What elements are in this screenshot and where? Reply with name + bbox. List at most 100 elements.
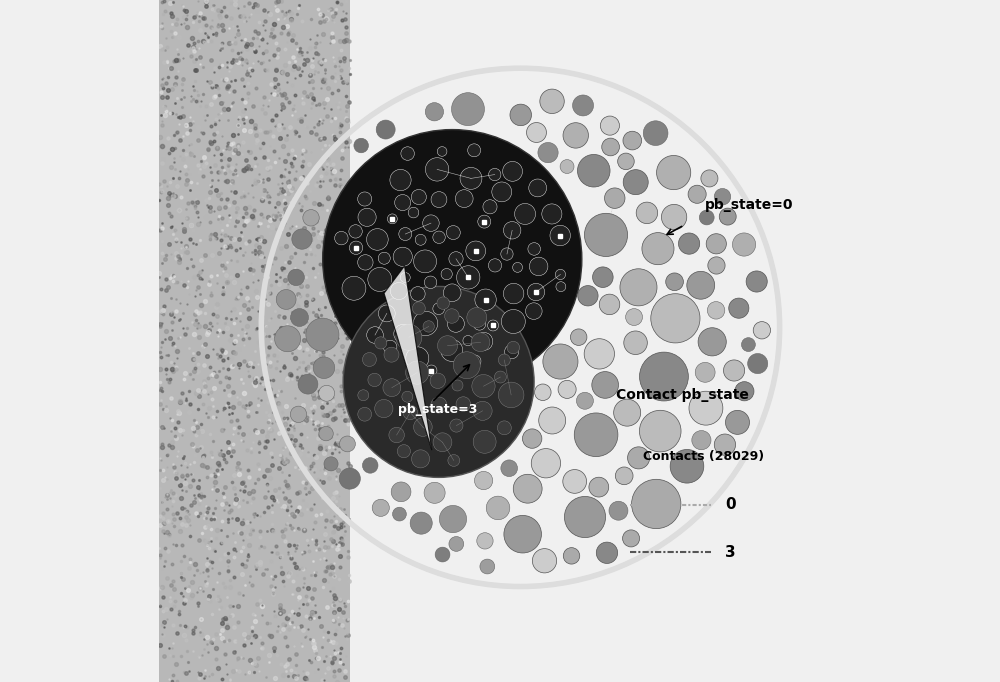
- Circle shape: [367, 228, 388, 250]
- Circle shape: [529, 179, 547, 197]
- Circle shape: [394, 325, 413, 343]
- Bar: [159, 0, 350, 682]
- Circle shape: [395, 194, 411, 211]
- Circle shape: [623, 170, 648, 194]
- Circle shape: [335, 231, 348, 245]
- Circle shape: [632, 479, 681, 529]
- Circle shape: [468, 144, 481, 157]
- Circle shape: [725, 411, 749, 434]
- Circle shape: [367, 327, 383, 343]
- Circle shape: [624, 331, 647, 355]
- Circle shape: [474, 471, 493, 490]
- Circle shape: [368, 267, 392, 291]
- Circle shape: [413, 311, 438, 336]
- Circle shape: [732, 233, 756, 256]
- Polygon shape: [384, 266, 432, 450]
- Circle shape: [437, 297, 449, 310]
- Circle shape: [473, 318, 486, 330]
- Circle shape: [735, 382, 754, 401]
- Circle shape: [415, 235, 426, 246]
- Circle shape: [358, 192, 372, 206]
- Circle shape: [620, 269, 657, 306]
- Circle shape: [475, 332, 493, 351]
- Circle shape: [729, 298, 749, 318]
- Circle shape: [527, 123, 546, 143]
- Circle shape: [349, 241, 363, 254]
- Circle shape: [618, 153, 634, 170]
- Circle shape: [323, 130, 582, 389]
- Circle shape: [503, 222, 521, 239]
- Circle shape: [494, 371, 506, 383]
- Circle shape: [527, 283, 545, 301]
- Circle shape: [424, 482, 445, 503]
- Text: 3: 3: [725, 545, 736, 560]
- Circle shape: [298, 374, 318, 394]
- Circle shape: [507, 341, 520, 354]
- Circle shape: [539, 407, 566, 434]
- Circle shape: [378, 252, 390, 264]
- Circle shape: [447, 315, 464, 332]
- Circle shape: [639, 411, 681, 452]
- Circle shape: [424, 276, 437, 288]
- Circle shape: [438, 336, 458, 356]
- Circle shape: [688, 186, 706, 203]
- Circle shape: [698, 328, 726, 356]
- Circle shape: [292, 229, 312, 249]
- Circle shape: [563, 123, 588, 148]
- Circle shape: [576, 392, 593, 409]
- Text: Contacts (28029): Contacts (28029): [643, 450, 764, 463]
- Circle shape: [362, 353, 376, 366]
- Circle shape: [540, 89, 564, 113]
- Circle shape: [724, 360, 745, 381]
- Circle shape: [460, 168, 482, 190]
- Circle shape: [584, 213, 628, 256]
- Circle shape: [467, 308, 487, 327]
- Circle shape: [425, 158, 449, 181]
- Circle shape: [450, 419, 463, 432]
- Circle shape: [324, 457, 338, 471]
- Circle shape: [692, 430, 711, 449]
- Circle shape: [426, 365, 437, 376]
- Circle shape: [383, 340, 397, 354]
- Circle shape: [411, 286, 425, 301]
- Circle shape: [433, 231, 445, 243]
- Circle shape: [605, 188, 625, 209]
- Circle shape: [391, 482, 411, 502]
- Circle shape: [412, 302, 425, 314]
- Circle shape: [707, 301, 725, 319]
- Circle shape: [390, 169, 411, 191]
- Circle shape: [358, 407, 372, 421]
- Circle shape: [528, 243, 540, 255]
- Circle shape: [488, 258, 502, 272]
- Circle shape: [714, 188, 731, 205]
- Circle shape: [535, 384, 551, 400]
- Circle shape: [452, 380, 463, 391]
- Circle shape: [600, 116, 619, 135]
- Circle shape: [489, 168, 501, 181]
- Circle shape: [437, 147, 447, 156]
- Circle shape: [406, 361, 429, 384]
- Circle shape: [643, 121, 668, 145]
- Circle shape: [560, 160, 574, 173]
- Circle shape: [469, 355, 481, 367]
- Circle shape: [513, 263, 523, 272]
- Circle shape: [340, 436, 355, 452]
- Circle shape: [423, 321, 434, 332]
- Circle shape: [443, 284, 461, 301]
- Circle shape: [584, 339, 615, 369]
- Circle shape: [515, 203, 536, 224]
- Circle shape: [615, 467, 633, 485]
- Text: pb_state=3: pb_state=3: [398, 402, 477, 416]
- Circle shape: [623, 131, 642, 150]
- Circle shape: [748, 353, 768, 374]
- Circle shape: [473, 401, 492, 420]
- Circle shape: [543, 344, 578, 379]
- Circle shape: [471, 333, 490, 352]
- Circle shape: [714, 434, 736, 456]
- Circle shape: [390, 282, 407, 299]
- Circle shape: [448, 455, 460, 466]
- Circle shape: [513, 474, 542, 503]
- Circle shape: [706, 234, 726, 254]
- Circle shape: [614, 399, 641, 426]
- Circle shape: [556, 282, 566, 292]
